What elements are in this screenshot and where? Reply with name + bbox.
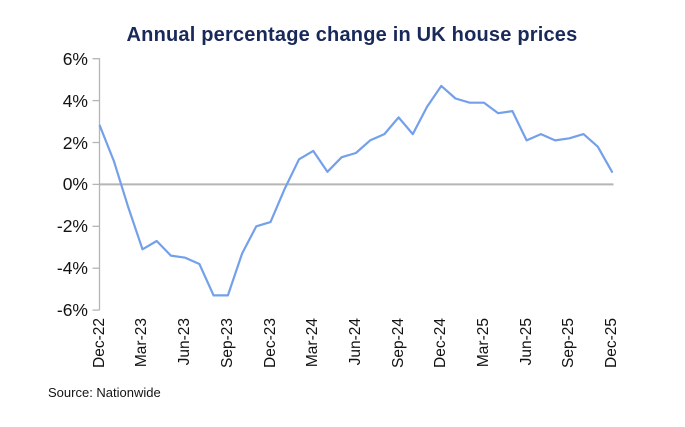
- x-axis-label: Mar-25: [474, 318, 492, 368]
- y-axis-label: -6%: [56, 300, 88, 321]
- data-line: [98, 84, 614, 297]
- x-axis-label: Sep-24: [389, 318, 407, 368]
- x-axis-label: Dec-24: [432, 318, 450, 368]
- x-axis-label: Sep-25: [560, 318, 578, 368]
- source-note: Source: Nationwide: [48, 385, 161, 400]
- x-axis-label: Sep-23: [218, 318, 236, 368]
- x-axis-label: Dec-22: [90, 318, 108, 368]
- y-axis-label: 2%: [62, 132, 88, 153]
- x-axis-label: Mar-23: [133, 318, 151, 368]
- y-axis-label: 4%: [62, 90, 88, 111]
- x-axis-label: Jun-25: [517, 318, 535, 366]
- chart-title: Annual percentage change in UK house pri…: [126, 24, 578, 46]
- x-axis-label: Mar-24: [304, 318, 322, 368]
- x-axis-label: Dec-25: [603, 318, 620, 368]
- y-axis-label: -4%: [56, 258, 88, 279]
- x-axis-label: Dec-23: [261, 318, 279, 368]
- y-axis-label: -2%: [56, 216, 88, 237]
- x-axis-label: Jun-24: [346, 318, 364, 366]
- x-axis-label: Jun-23: [176, 318, 194, 366]
- y-axis-label: 0%: [62, 174, 88, 195]
- y-axis-label: 6%: [62, 48, 88, 69]
